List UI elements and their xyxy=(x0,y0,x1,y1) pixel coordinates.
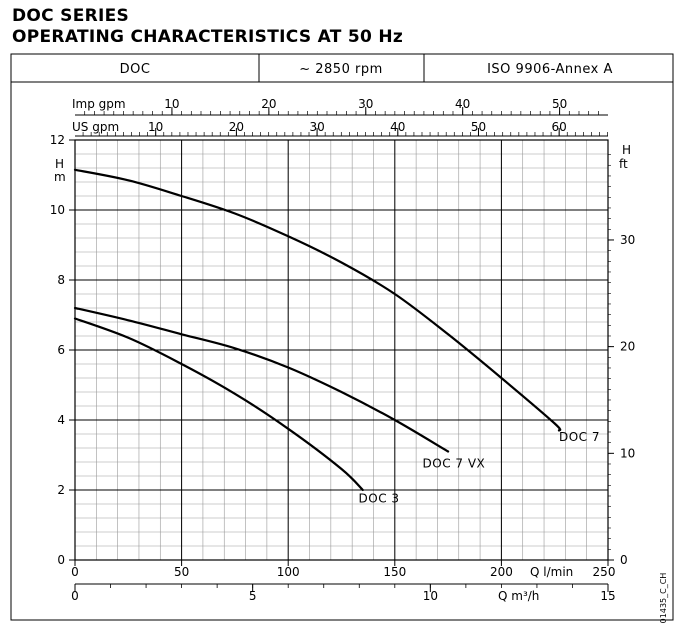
ft-axis-label-unit: ft xyxy=(619,157,628,171)
header-cell-speed: ~ 2850 rpm xyxy=(299,62,383,77)
y-tick-label: 4 xyxy=(57,413,65,427)
y-axis-label-unit: m xyxy=(54,170,66,184)
x-tick-label: 50 xyxy=(174,565,189,579)
y-tick-label: 10 xyxy=(50,203,65,217)
series-label-doc-3: DOC 3 xyxy=(359,491,400,505)
series-curve-doc-7 xyxy=(73,168,562,432)
series-layer xyxy=(73,168,562,492)
series-curve-doc-7-vx xyxy=(73,306,450,453)
imp-gpm-tick-label: 20 xyxy=(261,97,276,111)
x-tick-label: 100 xyxy=(277,565,300,579)
imp-gpm-tick-label: 30 xyxy=(358,97,373,111)
chart-title-line-2: OPERATING CHARACTERISTICS AT 50 Hz xyxy=(12,27,404,47)
header-cell-model: DOC xyxy=(120,62,151,77)
imp-gpm-axis-label: Imp gpm xyxy=(72,97,126,111)
us-gpm-tick-label: 10 xyxy=(148,120,163,134)
y-tick-label: 8 xyxy=(57,273,65,287)
series-label-doc-7: DOC 7 xyxy=(559,430,600,444)
us-gpm-tick-label: 40 xyxy=(390,120,405,134)
imp-gpm-tick-label: 10 xyxy=(164,97,179,111)
x-tick-label: 150 xyxy=(383,565,406,579)
ft-tick-label: 10 xyxy=(620,446,635,460)
x-axis-label: Q l/min xyxy=(530,565,573,579)
chart-frame xyxy=(10,81,674,621)
y-tick-label: 12 xyxy=(50,133,65,147)
us-gpm-tick-label: 60 xyxy=(552,120,567,134)
x-tick-label: 200 xyxy=(490,565,513,579)
header-table: DOC ~ 2850 rpm ISO 9906-Annex A xyxy=(10,53,674,83)
m3h-tick-label: 0 xyxy=(71,589,79,603)
drawing-code: 01435_C_CH xyxy=(659,573,668,624)
ft-axis-label-symbol: H xyxy=(622,143,631,157)
y-tick-label: 2 xyxy=(57,483,65,497)
us-gpm-tick-label: 30 xyxy=(309,120,324,134)
m3h-tick-label: 10 xyxy=(423,589,438,603)
chart-title-line-1: DOC SERIES xyxy=(12,6,130,26)
y-axis-label-symbol: H xyxy=(55,157,64,171)
labels-layer: DOC 7 DOC 7 VX DOC 3 xyxy=(359,430,600,505)
series-curve-doc-3 xyxy=(73,317,364,492)
series-label-doc-7-vx: DOC 7 VX xyxy=(423,456,486,470)
m3h-axis-label: Q m³/h xyxy=(498,589,539,603)
imp-gpm-tick-label: 50 xyxy=(552,97,567,111)
imp-gpm-tick-label: 40 xyxy=(455,97,470,111)
m3h-tick-label: 5 xyxy=(249,589,257,603)
us-gpm-tick-label: 50 xyxy=(471,120,486,134)
y-tick-label: 0 xyxy=(57,553,65,567)
ft-tick-label: 30 xyxy=(620,233,635,247)
us-gpm-axis-label: US gpm xyxy=(72,120,119,134)
ft-tick-label: 0 xyxy=(620,553,628,567)
x-tick-label: 250 xyxy=(593,565,616,579)
us-gpm-tick-label: 20 xyxy=(229,120,244,134)
x-tick-label: 0 xyxy=(71,565,79,579)
y-tick-label: 6 xyxy=(57,343,65,357)
m3h-tick-label: 15 xyxy=(600,589,615,603)
header-cell-standard: ISO 9906-Annex A xyxy=(487,62,613,77)
ft-tick-label: 20 xyxy=(620,340,635,354)
